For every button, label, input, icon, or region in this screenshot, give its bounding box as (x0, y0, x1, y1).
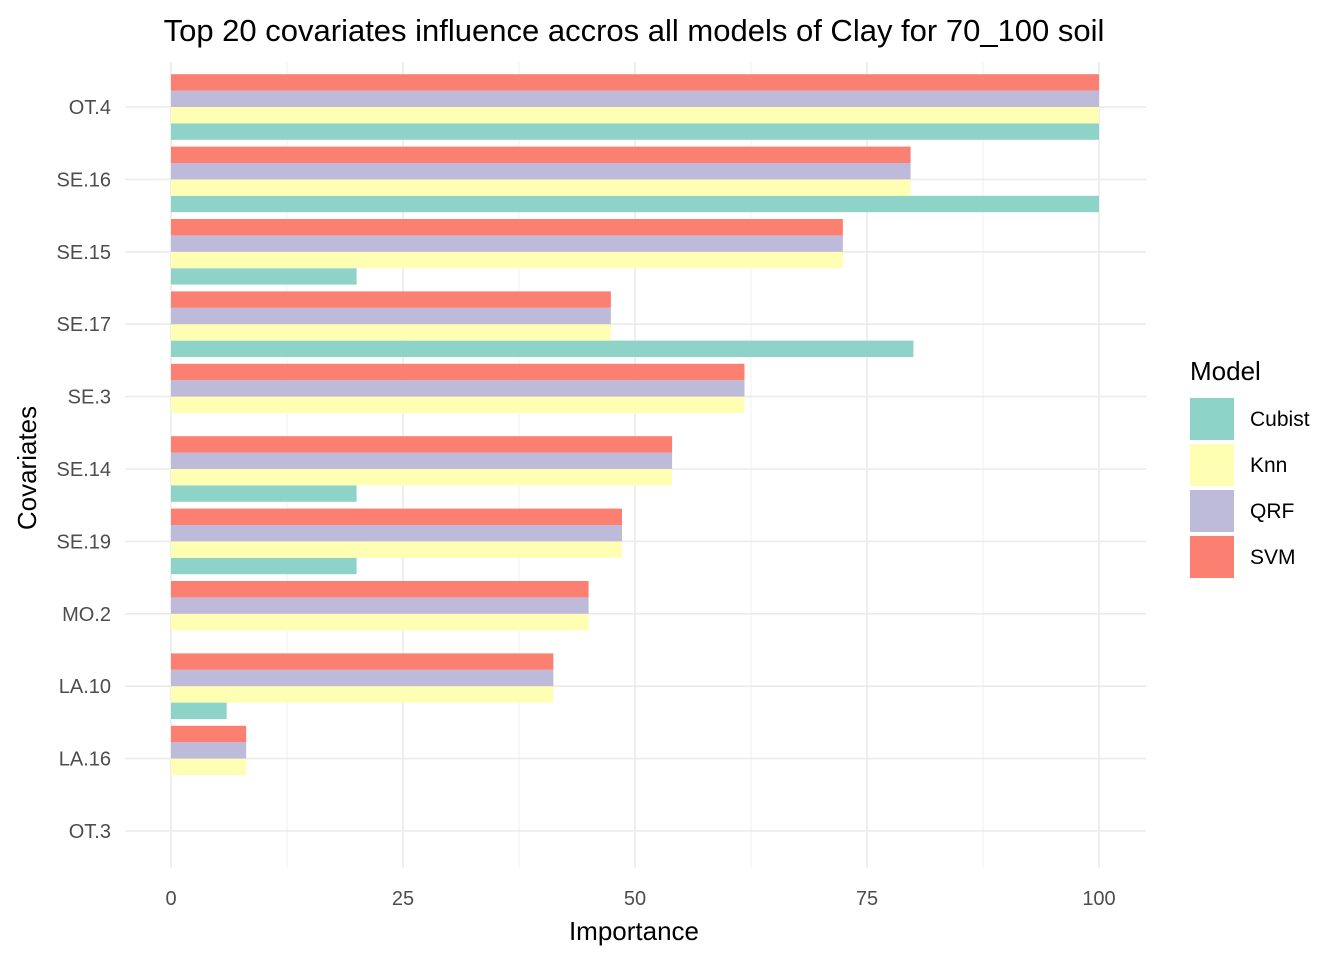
y-tick-label: SE.17 (57, 314, 111, 336)
bar-cubist-ot-4 (171, 123, 1099, 140)
bar-qrf-mo-2 (171, 597, 589, 614)
bar-svm-la-10 (171, 653, 554, 670)
legend-key-svm (1190, 536, 1234, 578)
bar-cubist-se-15 (171, 268, 357, 285)
y-tick-label: LA.16 (59, 749, 111, 771)
bar-cubist-se-17 (171, 340, 914, 357)
bar-cubist-se-14 (171, 485, 357, 502)
bar-svm-se-17 (171, 291, 611, 308)
bar-knn-mo-2 (171, 613, 589, 631)
bar-knn-se-15 (171, 251, 843, 269)
x-tick-label: 50 (624, 888, 646, 910)
bar-knn-la-10 (171, 686, 554, 703)
bar-knn-se-17 (171, 324, 611, 341)
y-tick-label: MO.2 (62, 604, 111, 626)
bar-qrf-ot-4 (171, 90, 1099, 107)
y-tick-label: SE.19 (57, 531, 111, 553)
axis-layer: OT.4 SE.16 SE.15 SE.17 SE.3 SE.14 SE.19 MO.2 LA.… (57, 97, 1116, 910)
bars-layer (171, 74, 1099, 775)
legend-label-qrf: QRF (1250, 500, 1294, 523)
legend-label-cubist: Cubist (1250, 408, 1310, 431)
x-tick-label: 0 (165, 888, 176, 910)
legend-key-knn (1190, 444, 1234, 486)
bar-qrf-se-16 (171, 163, 911, 180)
bar-cubist-se-19 (171, 557, 357, 575)
x-tick-label: 100 (1082, 888, 1115, 910)
y-axis-title: Covariates (12, 406, 42, 530)
y-tick-label: SE.16 (57, 169, 111, 191)
y-tick-label: OT.4 (69, 97, 111, 119)
bar-knn-ot-4 (171, 107, 1099, 124)
bar-qrf-se-15 (171, 235, 843, 252)
bar-qrf-se-3 (171, 380, 745, 397)
y-tick-label: SE.3 (68, 387, 111, 409)
bar-svm-se-16 (171, 146, 911, 163)
bar-cubist-se-16 (171, 195, 1099, 213)
bar-qrf-la-16 (171, 742, 247, 759)
legend-title: Model (1190, 356, 1261, 386)
bar-qrf-se-14 (171, 452, 673, 469)
x-tick-label: 25 (392, 888, 414, 910)
bar-svm-se-19 (171, 508, 623, 525)
bar-svm-se-3 (171, 363, 745, 381)
bar-knn-se-3 (171, 396, 745, 413)
legend-key-cubist (1190, 398, 1234, 440)
y-tick-label: LA.10 (59, 676, 111, 698)
bar-knn-se-16 (171, 179, 911, 196)
bar-qrf-la-10 (171, 669, 554, 687)
y-tick-label: OT.3 (69, 821, 111, 843)
bar-svm-se-14 (171, 436, 673, 453)
y-tick-label: SE.14 (57, 459, 111, 481)
bar-cubist-la-10 (171, 702, 227, 719)
legend-label-svm: SVM (1250, 546, 1296, 569)
bar-svm-mo-2 (171, 581, 589, 598)
bar-knn-se-19 (171, 541, 623, 558)
bar-knn-se-14 (171, 469, 673, 486)
bar-qrf-se-19 (171, 525, 623, 542)
x-axis-title: Importance (569, 916, 699, 946)
legend-layer: Cubist Knn QRF SVM (1190, 398, 1310, 578)
bar-knn-la-16 (171, 758, 247, 775)
bar-svm-se-15 (171, 219, 843, 236)
x-tick-label: 75 (856, 888, 878, 910)
legend-label-knn: Knn (1250, 454, 1287, 477)
legend-key-qrf (1190, 490, 1234, 532)
bar-svm-la-16 (171, 725, 247, 743)
bar-svm-ot-4 (171, 74, 1099, 91)
y-tick-label: SE.15 (57, 242, 111, 264)
bar-qrf-se-17 (171, 307, 611, 325)
chart-title: Top 20 covariates influence accros all m… (164, 13, 1105, 48)
